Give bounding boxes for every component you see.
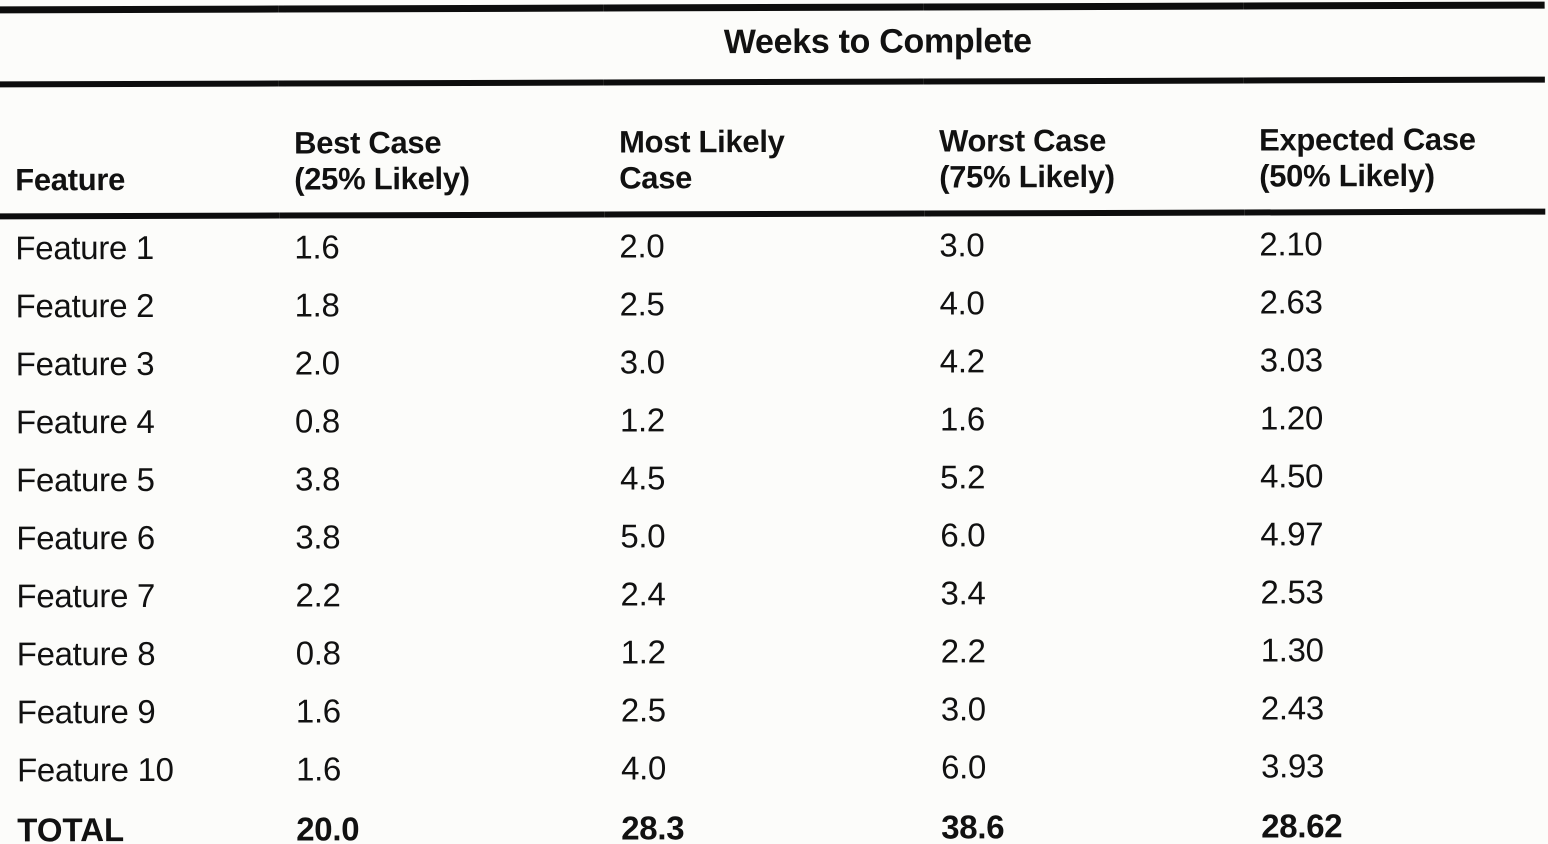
table-row: Feature 2 1.8 2.5 4.0 2.63 [0,273,1546,336]
expected-case-cell: 3.03 [1259,341,1323,379]
column-header-expected-case: Expected Case (50% Likely) [1243,79,1546,213]
column-header-sublabel: (50% Likely) [1259,158,1435,194]
best-case-cell: 0.8 [294,402,340,440]
worst-case-cell: 4.2 [939,342,985,380]
best-case-cell: 1.6 [294,228,340,266]
most-likely-cell: 2.5 [619,285,665,323]
column-header-most-likely: Most Likely Case [603,81,925,215]
best-case-cell: 3.8 [295,460,341,498]
worst-case-cell: 5.2 [940,458,986,496]
most-likely-cell: 4.0 [620,749,667,787]
best-case-cell: 3.8 [295,518,341,556]
table-row: Feature 3 2.0 3.0 4.2 3.03 [0,331,1546,394]
feature-cell: Feature 7 [16,576,156,615]
most-likely-cell: 3.0 [619,343,665,381]
most-likely-cell: 2.5 [620,691,666,729]
column-header-label: Most Likely [619,123,785,160]
most-likely-cell: 4.5 [620,459,666,497]
total-best-case-cell: 20.0 [296,810,360,844]
table-row: Feature 10 1.6 4.0 6.0 3.93 [1,737,1547,800]
feature-cell: Feature 1 [15,228,155,267]
expected-case-cell: 2.43 [1260,689,1324,727]
worst-case-cell: 3.4 [940,574,986,612]
feature-cell: Feature 10 [16,750,174,789]
total-label-cell: TOTAL [17,811,125,844]
column-header-sublabel: Case [619,160,693,196]
worst-case-cell: 1.6 [939,400,985,438]
expected-case-cell: 1.30 [1260,631,1324,669]
column-header-label: Expected Case [1259,121,1476,158]
best-case-cell: 0.8 [295,634,341,672]
worst-case-cell: 3.0 [940,690,986,728]
worst-case-cell: 6.0 [940,748,987,786]
best-case-cell: 1.8 [294,286,340,324]
table-row: Feature 6 3.8 5.0 6.0 4.97 [0,505,1546,568]
worst-case-cell: 2.2 [940,632,986,670]
table-row: Feature 1 1.6 2.0 3.0 2.10 [0,212,1546,278]
column-header-label: Worst Case [939,122,1107,159]
feature-cell: Feature 5 [16,460,155,499]
table-row: Feature 9 1.6 2.5 3.0 2.43 [1,679,1547,742]
table-row: Feature 5 3.8 4.5 5.2 4.50 [0,447,1546,510]
total-row: TOTAL 20.0 28.3 38.6 28.62 [1,795,1547,844]
column-header-sublabel: (75% Likely) [939,159,1115,195]
column-header-row: Feature Best Case (25% Likely) Most Like… [0,79,1546,217]
expected-case-cell: 2.53 [1260,573,1324,611]
worst-case-cell: 3.0 [939,226,985,264]
most-likely-cell: 1.2 [619,401,665,439]
column-header-sublabel: (25% Likely) [294,161,470,197]
column-header-best-case: Best Case (25% Likely) [278,82,605,216]
best-case-cell: 2.2 [295,576,341,614]
expected-case-cell: 2.10 [1259,225,1323,263]
table-row: Feature 4 0.8 1.2 1.6 1.20 [0,389,1546,452]
column-header-worst-case: Worst Case (75% Likely) [923,80,1245,214]
spanner-row: Weeks to Complete [0,5,1545,85]
best-case-cell: 1.6 [295,692,341,730]
feature-cell: Feature 9 [16,692,156,731]
best-case-cell: 1.6 [295,750,342,788]
table-spanner-title: Weeks to Complete [0,5,1545,85]
column-header-label: Feature [15,162,126,198]
feature-cell: Feature 8 [16,634,156,673]
most-likely-cell: 1.2 [620,633,666,671]
expected-case-cell: 3.93 [1260,747,1325,785]
table-row: Feature 7 2.2 2.4 3.4 2.53 [0,563,1546,626]
most-likely-cell: 2.4 [620,575,666,613]
feature-cell: Feature 3 [15,344,155,383]
column-header-feature: Feature [0,83,280,217]
worst-case-cell: 4.0 [939,284,985,322]
most-likely-cell: 2.0 [619,227,665,265]
total-most-likely-cell: 28.3 [621,809,685,844]
feature-cell: Feature 6 [16,518,155,557]
total-worst-case-cell: 38.6 [941,808,1005,844]
most-likely-cell: 5.0 [620,517,666,555]
feature-cell: Feature 4 [15,402,155,441]
expected-case-cell: 4.97 [1260,515,1324,553]
best-case-cell: 2.0 [294,344,340,382]
expected-case-cell: 2.63 [1259,283,1323,321]
worst-case-cell: 6.0 [940,516,986,554]
expected-case-cell: 1.20 [1259,399,1324,437]
column-header-label: Best Case [294,124,442,161]
feature-cell: Feature 2 [15,286,155,325]
table-row: Feature 8 0.8 1.2 2.2 1.30 [1,621,1547,684]
expected-case-cell: 4.50 [1260,457,1324,495]
total-expected-case-cell: 28.62 [1261,807,1343,844]
